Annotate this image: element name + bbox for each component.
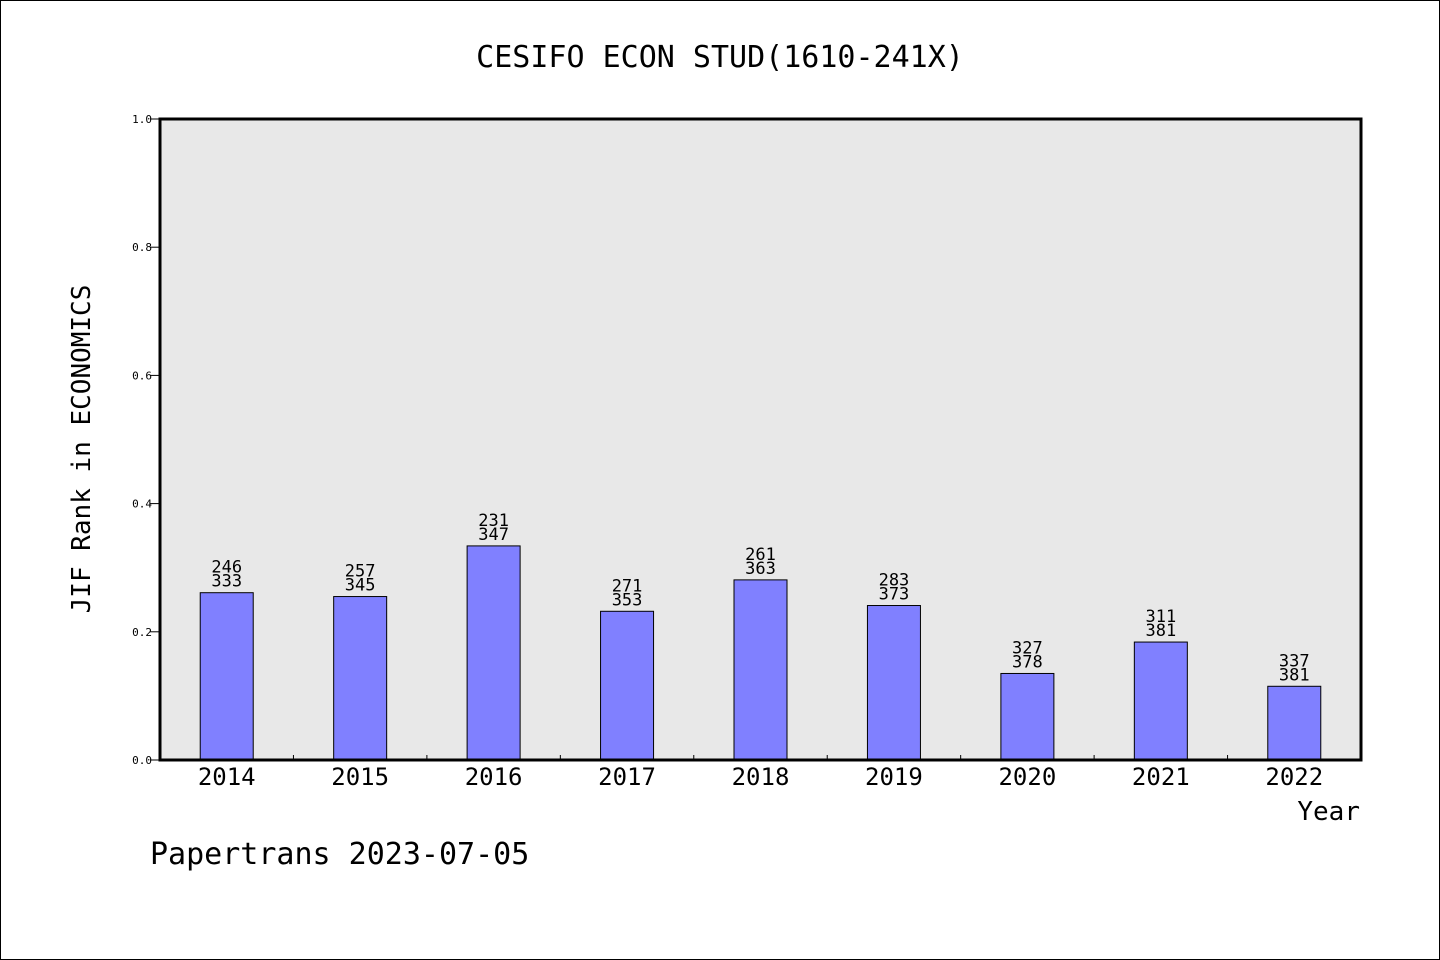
- x-tick-label: 2017: [598, 763, 656, 791]
- y-axis: 0.0 0.2 0.4 0.6 0.8 1.0: [132, 113, 160, 767]
- x-tick-label: 2018: [732, 763, 790, 791]
- bar-rank-label: 257: [345, 562, 376, 582]
- y-tick-label: 0.6: [132, 369, 152, 382]
- bar-rank-label: 261: [745, 545, 776, 565]
- y-tick-label: 0.0: [132, 754, 152, 767]
- x-tick-label: 2020: [998, 763, 1056, 791]
- x-tick-label: 2021: [1132, 763, 1190, 791]
- x-tick-label: 2016: [465, 763, 523, 791]
- footer-text: Papertrans 2023-07-05: [150, 837, 529, 872]
- y-tick-label: 0.4: [132, 498, 152, 511]
- bar-rank-label: 231: [478, 511, 509, 531]
- x-tick-label: 2015: [331, 763, 389, 791]
- bar-rank-label: 246: [211, 558, 242, 578]
- bar: [1267, 685, 1322, 761]
- bar: [600, 610, 655, 761]
- chart-title: CESIFO ECON STUD(1610-241X): [476, 40, 964, 75]
- bar-total-label: 363: [745, 559, 776, 579]
- bar: [1133, 641, 1188, 761]
- y-tick-label: 0.8: [132, 241, 152, 254]
- y-tick-label: 1.0: [132, 113, 152, 126]
- bar-rank-label: 283: [879, 571, 910, 591]
- bar: [333, 596, 388, 761]
- bar-total-label: 373: [879, 585, 910, 605]
- x-axis: 2014 2015 2016 2017 2018 2019 2020 2021 2022: [198, 755, 1323, 791]
- plot-border: [158, 117, 1363, 762]
- bar-total-label: 333: [211, 572, 242, 592]
- y-axis-title: JIF Rank in ECONOMICS: [67, 285, 97, 614]
- bar: [1000, 672, 1055, 761]
- bar-labels: 2463332573452313472713532613632833733273…: [211, 511, 1309, 685]
- x-axis-title: Year: [1297, 797, 1360, 827]
- bar-total-label: 347: [478, 525, 509, 545]
- bar-total-label: 345: [345, 576, 376, 596]
- x-tick-label: 2022: [1265, 763, 1323, 791]
- bar-rank-label: 311: [1145, 607, 1176, 627]
- bar: [733, 579, 788, 761]
- y-tick-label: 0.2: [132, 626, 152, 639]
- bar-rank-label: 337: [1279, 651, 1310, 671]
- bar-rank-label: 271: [612, 576, 643, 596]
- bar: [466, 545, 521, 761]
- bar-total-label: 353: [612, 590, 643, 610]
- bars: [199, 545, 1322, 761]
- bar-total-label: 378: [1012, 652, 1043, 672]
- bar: [199, 592, 254, 761]
- bar-total-label: 381: [1279, 665, 1310, 685]
- x-tick-label: 2014: [198, 763, 256, 791]
- x-tick-label: 2019: [865, 763, 923, 791]
- bar-total-label: 381: [1145, 621, 1176, 641]
- bar-rank-label: 327: [1012, 638, 1043, 658]
- bar: [866, 605, 921, 761]
